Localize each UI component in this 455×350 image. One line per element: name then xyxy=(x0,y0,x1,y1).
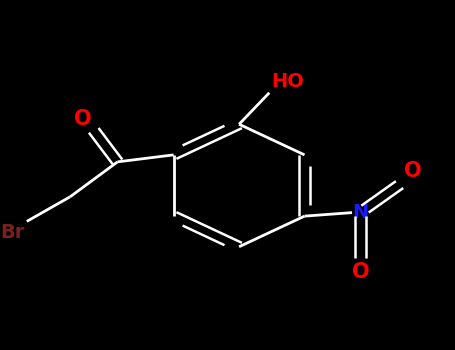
Text: Br: Br xyxy=(0,223,25,242)
Text: O: O xyxy=(74,108,91,129)
Text: N: N xyxy=(353,203,369,222)
Text: HO: HO xyxy=(272,72,304,91)
Text: O: O xyxy=(404,161,421,181)
Text: O: O xyxy=(352,262,369,282)
